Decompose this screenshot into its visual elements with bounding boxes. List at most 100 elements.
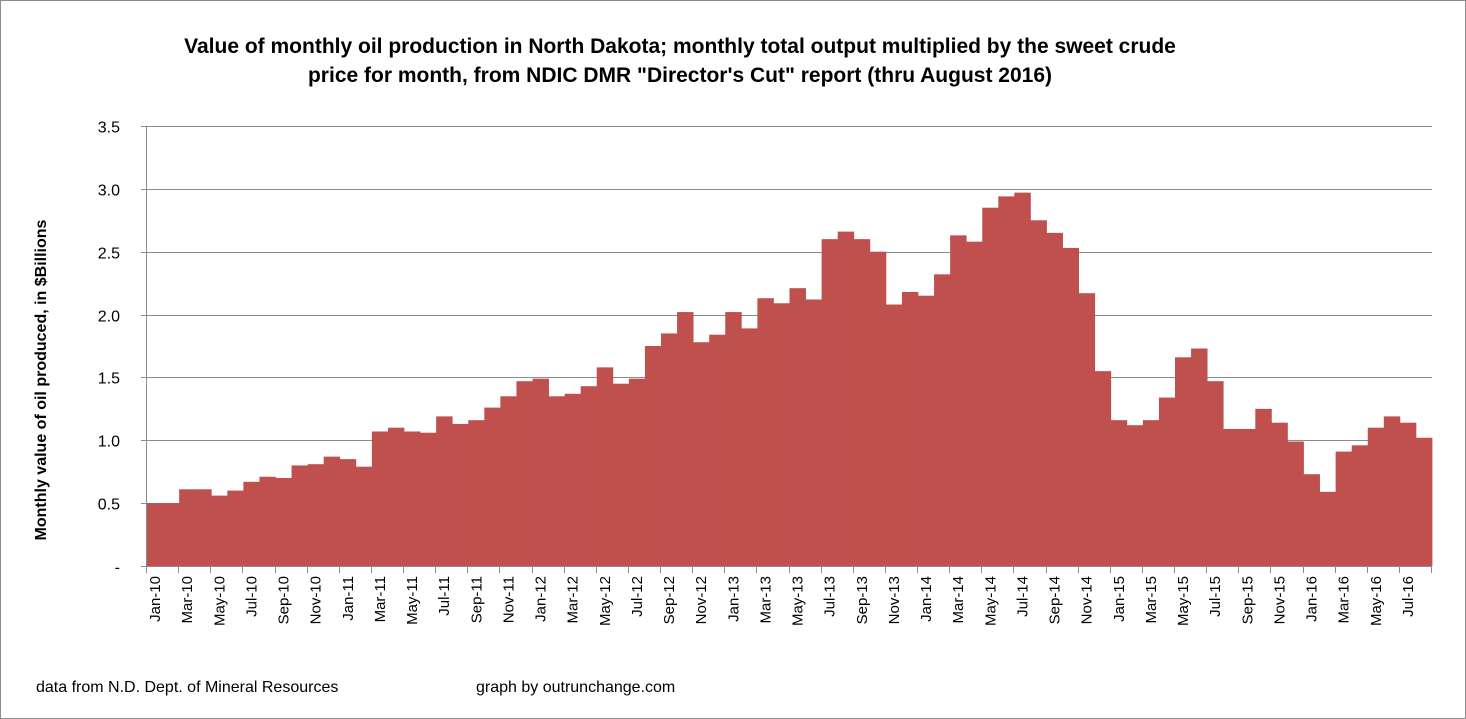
bar-apr-12 xyxy=(580,386,598,566)
bar-mar-15 xyxy=(1142,420,1160,566)
x-tick-label: Sep-12 xyxy=(661,576,678,624)
bar-aug-14 xyxy=(1030,220,1047,567)
bar-oct-14 xyxy=(1062,247,1080,566)
bar-feb-16 xyxy=(1319,491,1337,566)
bar-dec-15 xyxy=(1287,441,1304,566)
bar-jan-16 xyxy=(1303,474,1320,566)
bar-apr-14 xyxy=(966,241,983,566)
x-tick-label: Jan-14 xyxy=(918,576,935,622)
x-tick-label: Jan-16 xyxy=(1304,576,1321,622)
x-tick-label: May-12 xyxy=(597,576,614,626)
bar-jun-15 xyxy=(1191,348,1208,566)
x-tick-labels: Jan-10 Mar-10 May-10 Jul-10 Sep-10 Nov-10 Jan-… xyxy=(147,576,1417,626)
x-tick-label: May-11 xyxy=(404,576,421,625)
bar-jul-15 xyxy=(1207,381,1224,566)
chart-title: Value of monthly oil production in North… xyxy=(100,32,1260,90)
bar-jul-16 xyxy=(1399,422,1417,566)
x-tick-label: Nov-11 xyxy=(500,576,517,623)
y-tick-label: 3.5 xyxy=(98,120,120,137)
bar-oct-15 xyxy=(1255,408,1272,566)
x-tick-label: Mar-13 xyxy=(757,576,774,624)
bar-may-11 xyxy=(404,431,421,566)
bar-aug-16 xyxy=(1415,437,1433,566)
x-tick-label: Sep-14 xyxy=(1047,576,1064,624)
bar-feb-14 xyxy=(934,274,951,566)
bar-jul-10 xyxy=(243,481,260,566)
x-tick-label: Jul-14 xyxy=(1014,576,1031,617)
x-tick-label: Jul-11 xyxy=(436,576,453,616)
x-tick-label: Sep-15 xyxy=(1239,576,1256,624)
bar-sep-13 xyxy=(853,239,871,566)
bar-nov-11 xyxy=(500,396,517,566)
axes xyxy=(141,126,1432,573)
bar-feb-13 xyxy=(741,328,758,566)
bar-nov-12 xyxy=(693,342,710,566)
x-tick-label: May-16 xyxy=(1368,576,1385,626)
y-tick-label: 3.0 xyxy=(98,183,120,200)
bar-apr-13 xyxy=(773,303,790,566)
x-tick-label: Nov-14 xyxy=(1079,576,1096,624)
bar-dec-11 xyxy=(516,381,533,566)
x-tick-label: Sep-10 xyxy=(276,576,293,624)
bar-aug-15 xyxy=(1223,428,1240,566)
bar-jul-13 xyxy=(821,239,839,566)
x-tick-label: Nov-15 xyxy=(1271,576,1288,624)
y-tick-labels: - 0.5 1.0 1.5 2.0 2.5 3.0 3.5 xyxy=(98,120,120,577)
bar-jun-11 xyxy=(420,432,437,566)
bar-nov-13 xyxy=(885,304,903,566)
footer-credit: graph by outrunchange.com xyxy=(476,679,676,696)
bar-apr-10 xyxy=(195,489,212,566)
bar-apr-15 xyxy=(1158,397,1176,566)
bar-aug-13 xyxy=(837,231,855,566)
x-tick-label: Nov-13 xyxy=(886,576,903,624)
x-tick-label: Jul-16 xyxy=(1400,576,1417,617)
bar-feb-15 xyxy=(1126,425,1144,566)
y-tick-label: 0.5 xyxy=(98,497,120,514)
chart-title-line-1: Value of monthly oil production in North… xyxy=(184,35,1176,58)
bar-may-14 xyxy=(982,207,999,566)
bar-jun-12 xyxy=(612,383,630,566)
bar-sep-15 xyxy=(1239,428,1256,566)
bar-apr-11 xyxy=(387,427,405,566)
x-tick-label: Mar-12 xyxy=(565,576,582,624)
bar-mar-11 xyxy=(371,431,389,566)
bar-dec-12 xyxy=(709,334,726,566)
x-tick-label: Sep-11 xyxy=(468,576,485,623)
x-tick-label: Nov-12 xyxy=(693,576,710,624)
x-tick-label: Mar-15 xyxy=(1143,576,1160,624)
bar-jun-13 xyxy=(805,299,823,566)
bar-aug-11 xyxy=(452,423,469,566)
bar-jun-14 xyxy=(998,196,1015,566)
bar-oct-12 xyxy=(677,312,694,566)
chart-title-line-2: price for month, from NDIC DMR "Director… xyxy=(307,64,1052,87)
bar-may-16 xyxy=(1367,427,1385,566)
bars xyxy=(147,192,1433,567)
bar-feb-10 xyxy=(163,503,180,566)
bar-jul-12 xyxy=(628,378,646,566)
x-tick-label: May-10 xyxy=(211,576,228,626)
bar-feb-12 xyxy=(548,396,566,566)
bar-sep-11 xyxy=(468,420,485,566)
bar-nov-15 xyxy=(1271,422,1288,566)
x-tick-label: Jul-10 xyxy=(243,576,260,617)
bar-jan-14 xyxy=(918,295,935,566)
x-tick-label: Sep-13 xyxy=(854,576,871,624)
x-tick-label: Jan-12 xyxy=(533,576,550,622)
bar-jan-11 xyxy=(339,459,357,566)
x-tick-label: May-14 xyxy=(982,576,999,626)
bar-sep-14 xyxy=(1046,232,1063,567)
x-tick-label: Mar-11 xyxy=(372,576,389,622)
bar-jan-10 xyxy=(147,503,164,566)
x-tick-label: Nov-10 xyxy=(308,576,325,624)
x-tick-label: Jan-13 xyxy=(725,576,742,622)
bar-oct-11 xyxy=(484,407,501,566)
bar-aug-12 xyxy=(644,346,662,566)
bar-jan-12 xyxy=(532,378,549,566)
bar-jun-10 xyxy=(227,490,244,566)
x-tick-label: May-13 xyxy=(790,576,807,626)
bar-mar-16 xyxy=(1335,451,1353,566)
bar-mar-14 xyxy=(950,235,967,566)
bar-mar-13 xyxy=(757,298,774,566)
bar-may-10 xyxy=(211,495,228,566)
